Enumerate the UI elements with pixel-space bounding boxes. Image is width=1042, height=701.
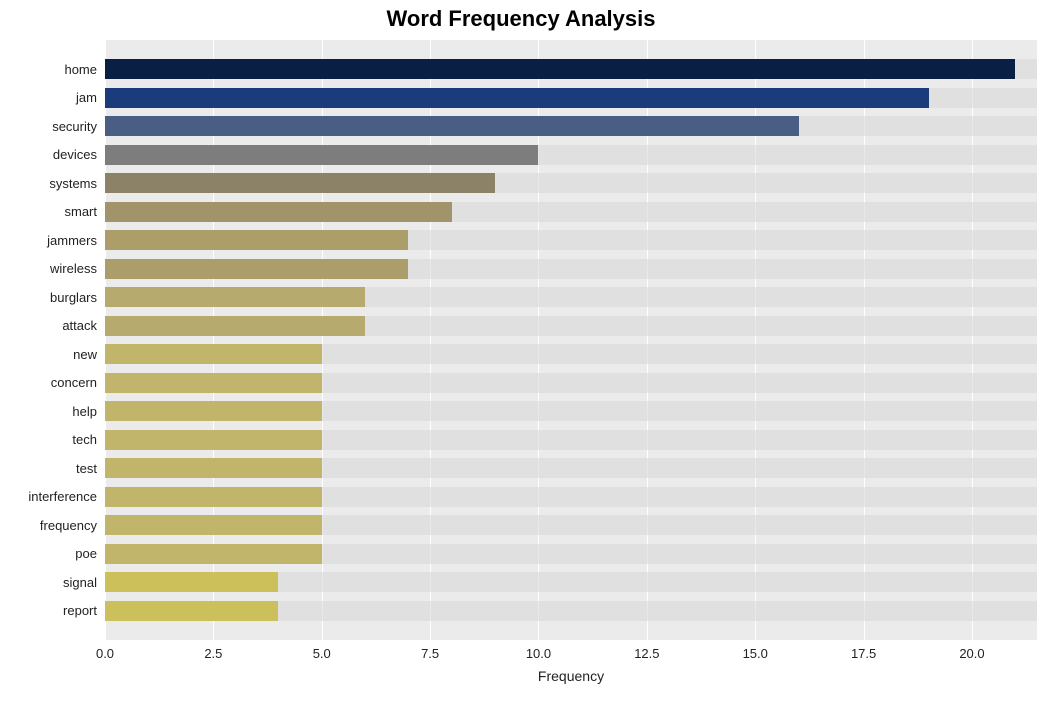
y-label-interference: interference — [0, 489, 97, 504]
bar-security — [105, 116, 799, 136]
bar-test — [105, 458, 322, 478]
y-label-new: new — [0, 347, 97, 362]
y-label-test: test — [0, 461, 97, 476]
y-label-systems: systems — [0, 176, 97, 191]
y-label-security: security — [0, 119, 97, 134]
bar-signal — [105, 572, 278, 592]
x-axis-title: Frequency — [105, 668, 1037, 684]
chart-title: Word Frequency Analysis — [0, 6, 1042, 32]
plot-area — [105, 40, 1037, 640]
y-label-report: report — [0, 603, 97, 618]
bar-attack — [105, 316, 365, 336]
bar-jammers — [105, 230, 408, 250]
y-label-devices: devices — [0, 147, 97, 162]
y-label-poe: poe — [0, 546, 97, 561]
bar-report — [105, 601, 278, 621]
bar-new — [105, 344, 322, 364]
y-label-home: home — [0, 62, 97, 77]
bar-smart — [105, 202, 452, 222]
bar-devices — [105, 145, 538, 165]
x-tick-label: 7.5 — [421, 646, 439, 661]
x-tick-label: 15.0 — [743, 646, 768, 661]
y-label-tech: tech — [0, 432, 97, 447]
bar-frequency — [105, 515, 322, 535]
bar-poe — [105, 544, 322, 564]
bar-concern — [105, 373, 322, 393]
x-tick-label: 20.0 — [959, 646, 984, 661]
x-tick-label: 12.5 — [634, 646, 659, 661]
y-label-burglars: burglars — [0, 290, 97, 305]
x-tick-label: 2.5 — [204, 646, 222, 661]
y-label-jammers: jammers — [0, 233, 97, 248]
y-label-signal: signal — [0, 575, 97, 590]
x-tick-label: 5.0 — [313, 646, 331, 661]
y-label-jam: jam — [0, 90, 97, 105]
y-label-wireless: wireless — [0, 261, 97, 276]
y-label-help: help — [0, 404, 97, 419]
y-label-concern: concern — [0, 375, 97, 390]
bar-jam — [105, 88, 929, 108]
word-frequency-chart: Word Frequency Analysis Frequency 0.0 2.5… — [0, 0, 1042, 701]
bar-burglars — [105, 287, 365, 307]
bar-home — [105, 59, 1015, 79]
bar-help — [105, 401, 322, 421]
x-tick-label: 17.5 — [851, 646, 876, 661]
bar-interference — [105, 487, 322, 507]
x-tick-label: 0.0 — [96, 646, 114, 661]
bar-tech — [105, 430, 322, 450]
y-label-smart: smart — [0, 204, 97, 219]
bar-systems — [105, 173, 495, 193]
y-label-frequency: frequency — [0, 518, 97, 533]
bar-wireless — [105, 259, 408, 279]
y-label-attack: attack — [0, 318, 97, 333]
x-tick-label: 10.0 — [526, 646, 551, 661]
